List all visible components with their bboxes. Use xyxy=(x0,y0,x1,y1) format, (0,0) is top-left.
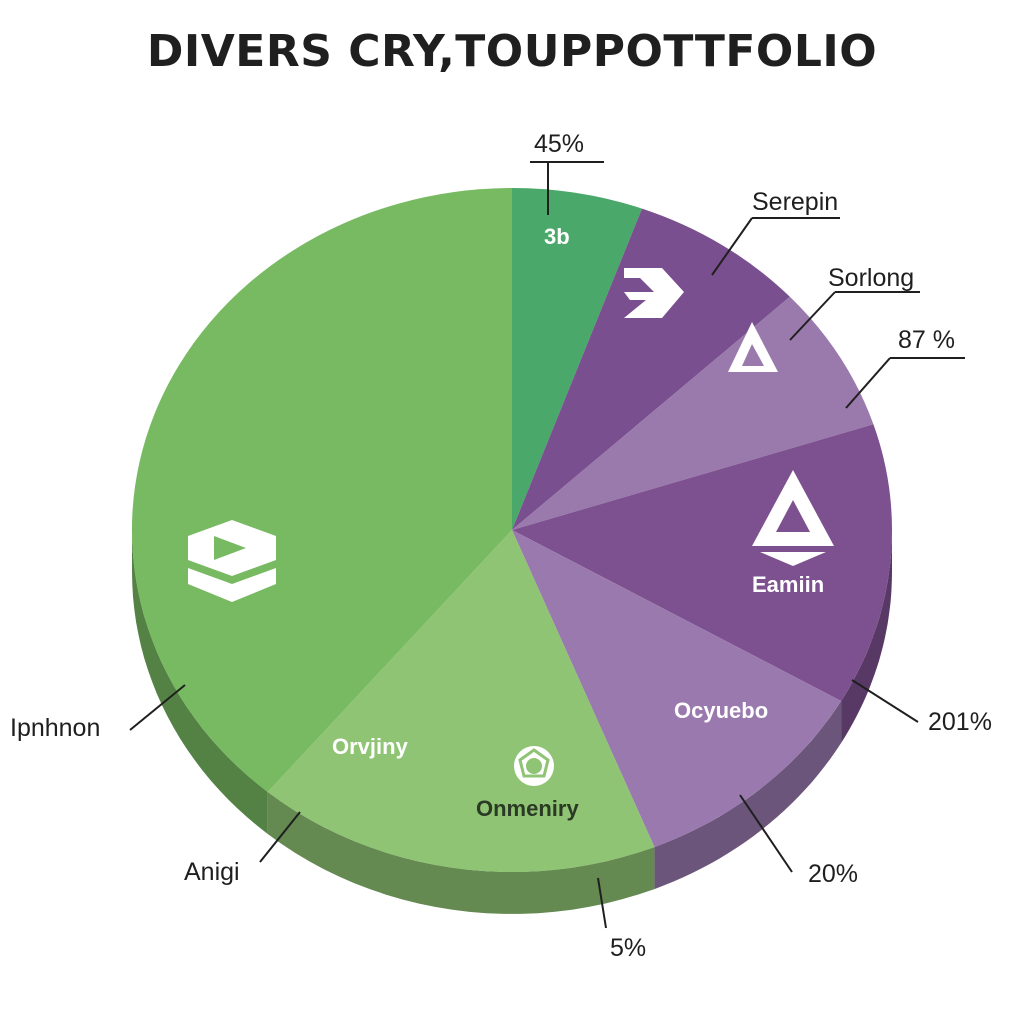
callout-201: 201% xyxy=(928,708,992,736)
chart-title: DIVERS CRY,TOUPPOTTFOLIO xyxy=(146,26,878,77)
callout-line-serepin xyxy=(711,217,753,276)
pie-slice-0 xyxy=(512,187,642,530)
callout-5: 5% xyxy=(610,934,646,962)
callout-anigi: Anigi xyxy=(184,858,240,886)
pie-slice-4 xyxy=(512,530,842,848)
callout-ipnhnon: Ipnhnon xyxy=(10,714,100,742)
triangle-logo-icon xyxy=(752,470,834,566)
chevron-logo-icon xyxy=(624,268,684,318)
pie-side-5 xyxy=(267,792,655,914)
pie-side-3 xyxy=(841,530,892,743)
slice-label-eamiin: Eamiin xyxy=(752,572,824,597)
callout-87: 87 % xyxy=(898,326,955,354)
pie-slice-1 xyxy=(512,208,790,530)
pie-slice-5 xyxy=(267,530,655,873)
pie-side-4 xyxy=(654,701,842,890)
callout-45: 45% xyxy=(534,130,584,158)
callout-line-ipnhnon xyxy=(129,684,186,731)
pie-slice-6 xyxy=(131,188,512,792)
slice-label-3b: 3b xyxy=(544,224,570,249)
callout-line-5 xyxy=(597,877,607,929)
callout-line-anigi xyxy=(259,811,301,863)
callout-line-20 xyxy=(739,794,793,873)
callout-line-201 xyxy=(851,679,919,723)
pie-slice-2 xyxy=(512,296,874,530)
callout-line-87 xyxy=(845,357,891,409)
callout-serepin: Serepin xyxy=(752,188,838,216)
triangle-logo-icon xyxy=(728,322,778,372)
slice-label-orvjiny: Orvjiny xyxy=(332,734,409,759)
callout-line-sorlong xyxy=(789,291,836,341)
hexagon-logo-icon xyxy=(188,520,276,602)
hexagon-lens-icon xyxy=(514,746,554,786)
callout-20: 20% xyxy=(808,860,858,888)
pie-side-6 xyxy=(132,530,268,834)
slice-label-ocyuebo: Ocyuebo xyxy=(674,698,768,723)
slice-label-onmeniry: Onmeniry xyxy=(476,796,579,821)
callout-sorlong: Sorlong xyxy=(828,264,914,292)
